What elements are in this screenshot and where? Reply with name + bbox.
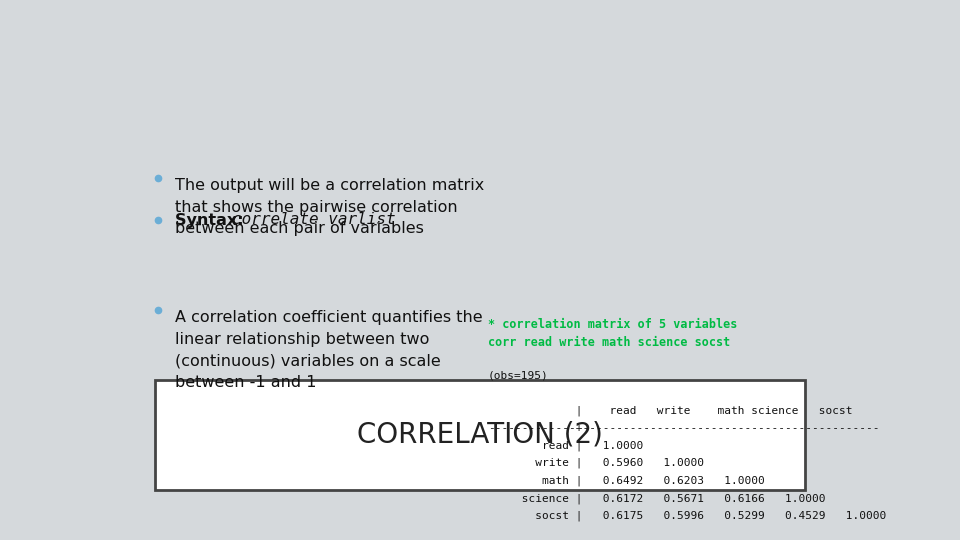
- Text: write |   0.5960   1.0000: write | 0.5960 1.0000: [488, 458, 704, 469]
- Text: |    read   write    math science   socst: | read write math science socst: [488, 406, 852, 416]
- Text: (obs=195): (obs=195): [488, 370, 549, 381]
- Text: socst |   0.6175   0.5996   0.5299   0.4529   1.0000: socst | 0.6175 0.5996 0.5299 0.4529 1.00…: [488, 510, 886, 521]
- Text: CORRELATION (2): CORRELATION (2): [357, 421, 603, 449]
- FancyBboxPatch shape: [155, 380, 805, 490]
- Text: correlate varlist: correlate varlist: [232, 213, 396, 227]
- Text: math |   0.6492   0.6203   1.0000: math | 0.6492 0.6203 1.0000: [488, 476, 765, 486]
- Text: * correlation matrix of 5 variables: * correlation matrix of 5 variables: [488, 318, 737, 331]
- Text: read |   1.0000: read | 1.0000: [488, 441, 643, 451]
- Text: Syntax:: Syntax:: [175, 213, 250, 227]
- Text: corr read write math science socst: corr read write math science socst: [488, 335, 731, 348]
- Text: A correlation coefficient quantifies the
linear relationship between two
(contin: A correlation coefficient quantifies the…: [175, 310, 483, 390]
- Text: science |   0.6172   0.5671   0.6166   1.0000: science | 0.6172 0.5671 0.6166 1.0000: [488, 493, 826, 503]
- Text: -------------+--------------------------------------------: -------------+--------------------------…: [488, 423, 879, 433]
- Text: The output will be a correlation matrix
that shows the pairwise correlation
betw: The output will be a correlation matrix …: [175, 178, 484, 236]
